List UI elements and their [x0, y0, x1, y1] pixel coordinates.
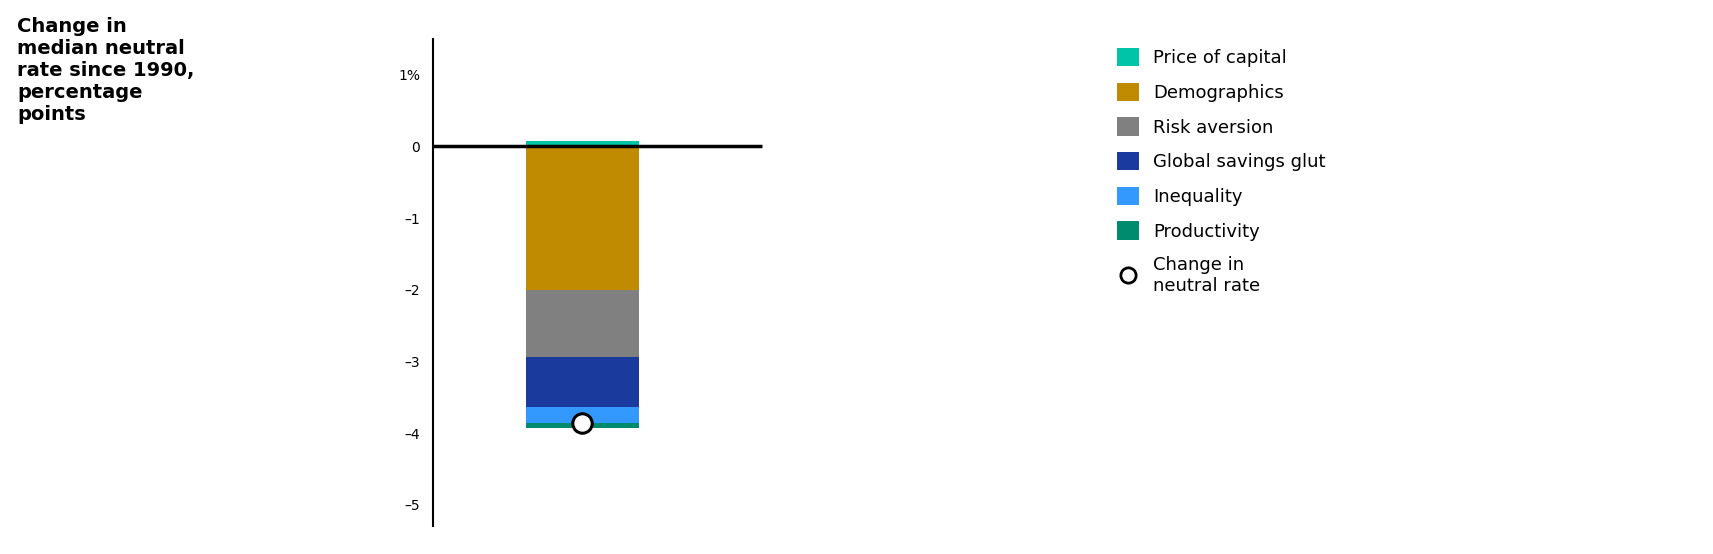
Bar: [526, 407, 639, 423]
Bar: [526, 290, 639, 357]
Bar: [526, 357, 639, 407]
Bar: [526, 141, 639, 146]
Bar: [526, 423, 639, 428]
Legend: Price of capital, Demographics, Risk aversion, Global savings glut, Inequality, : Price of capital, Demographics, Risk ave…: [1117, 48, 1326, 295]
Text: Change in
median neutral
rate since 1990,
percentage
points: Change in median neutral rate since 1990…: [17, 17, 195, 124]
Bar: [526, 146, 639, 290]
